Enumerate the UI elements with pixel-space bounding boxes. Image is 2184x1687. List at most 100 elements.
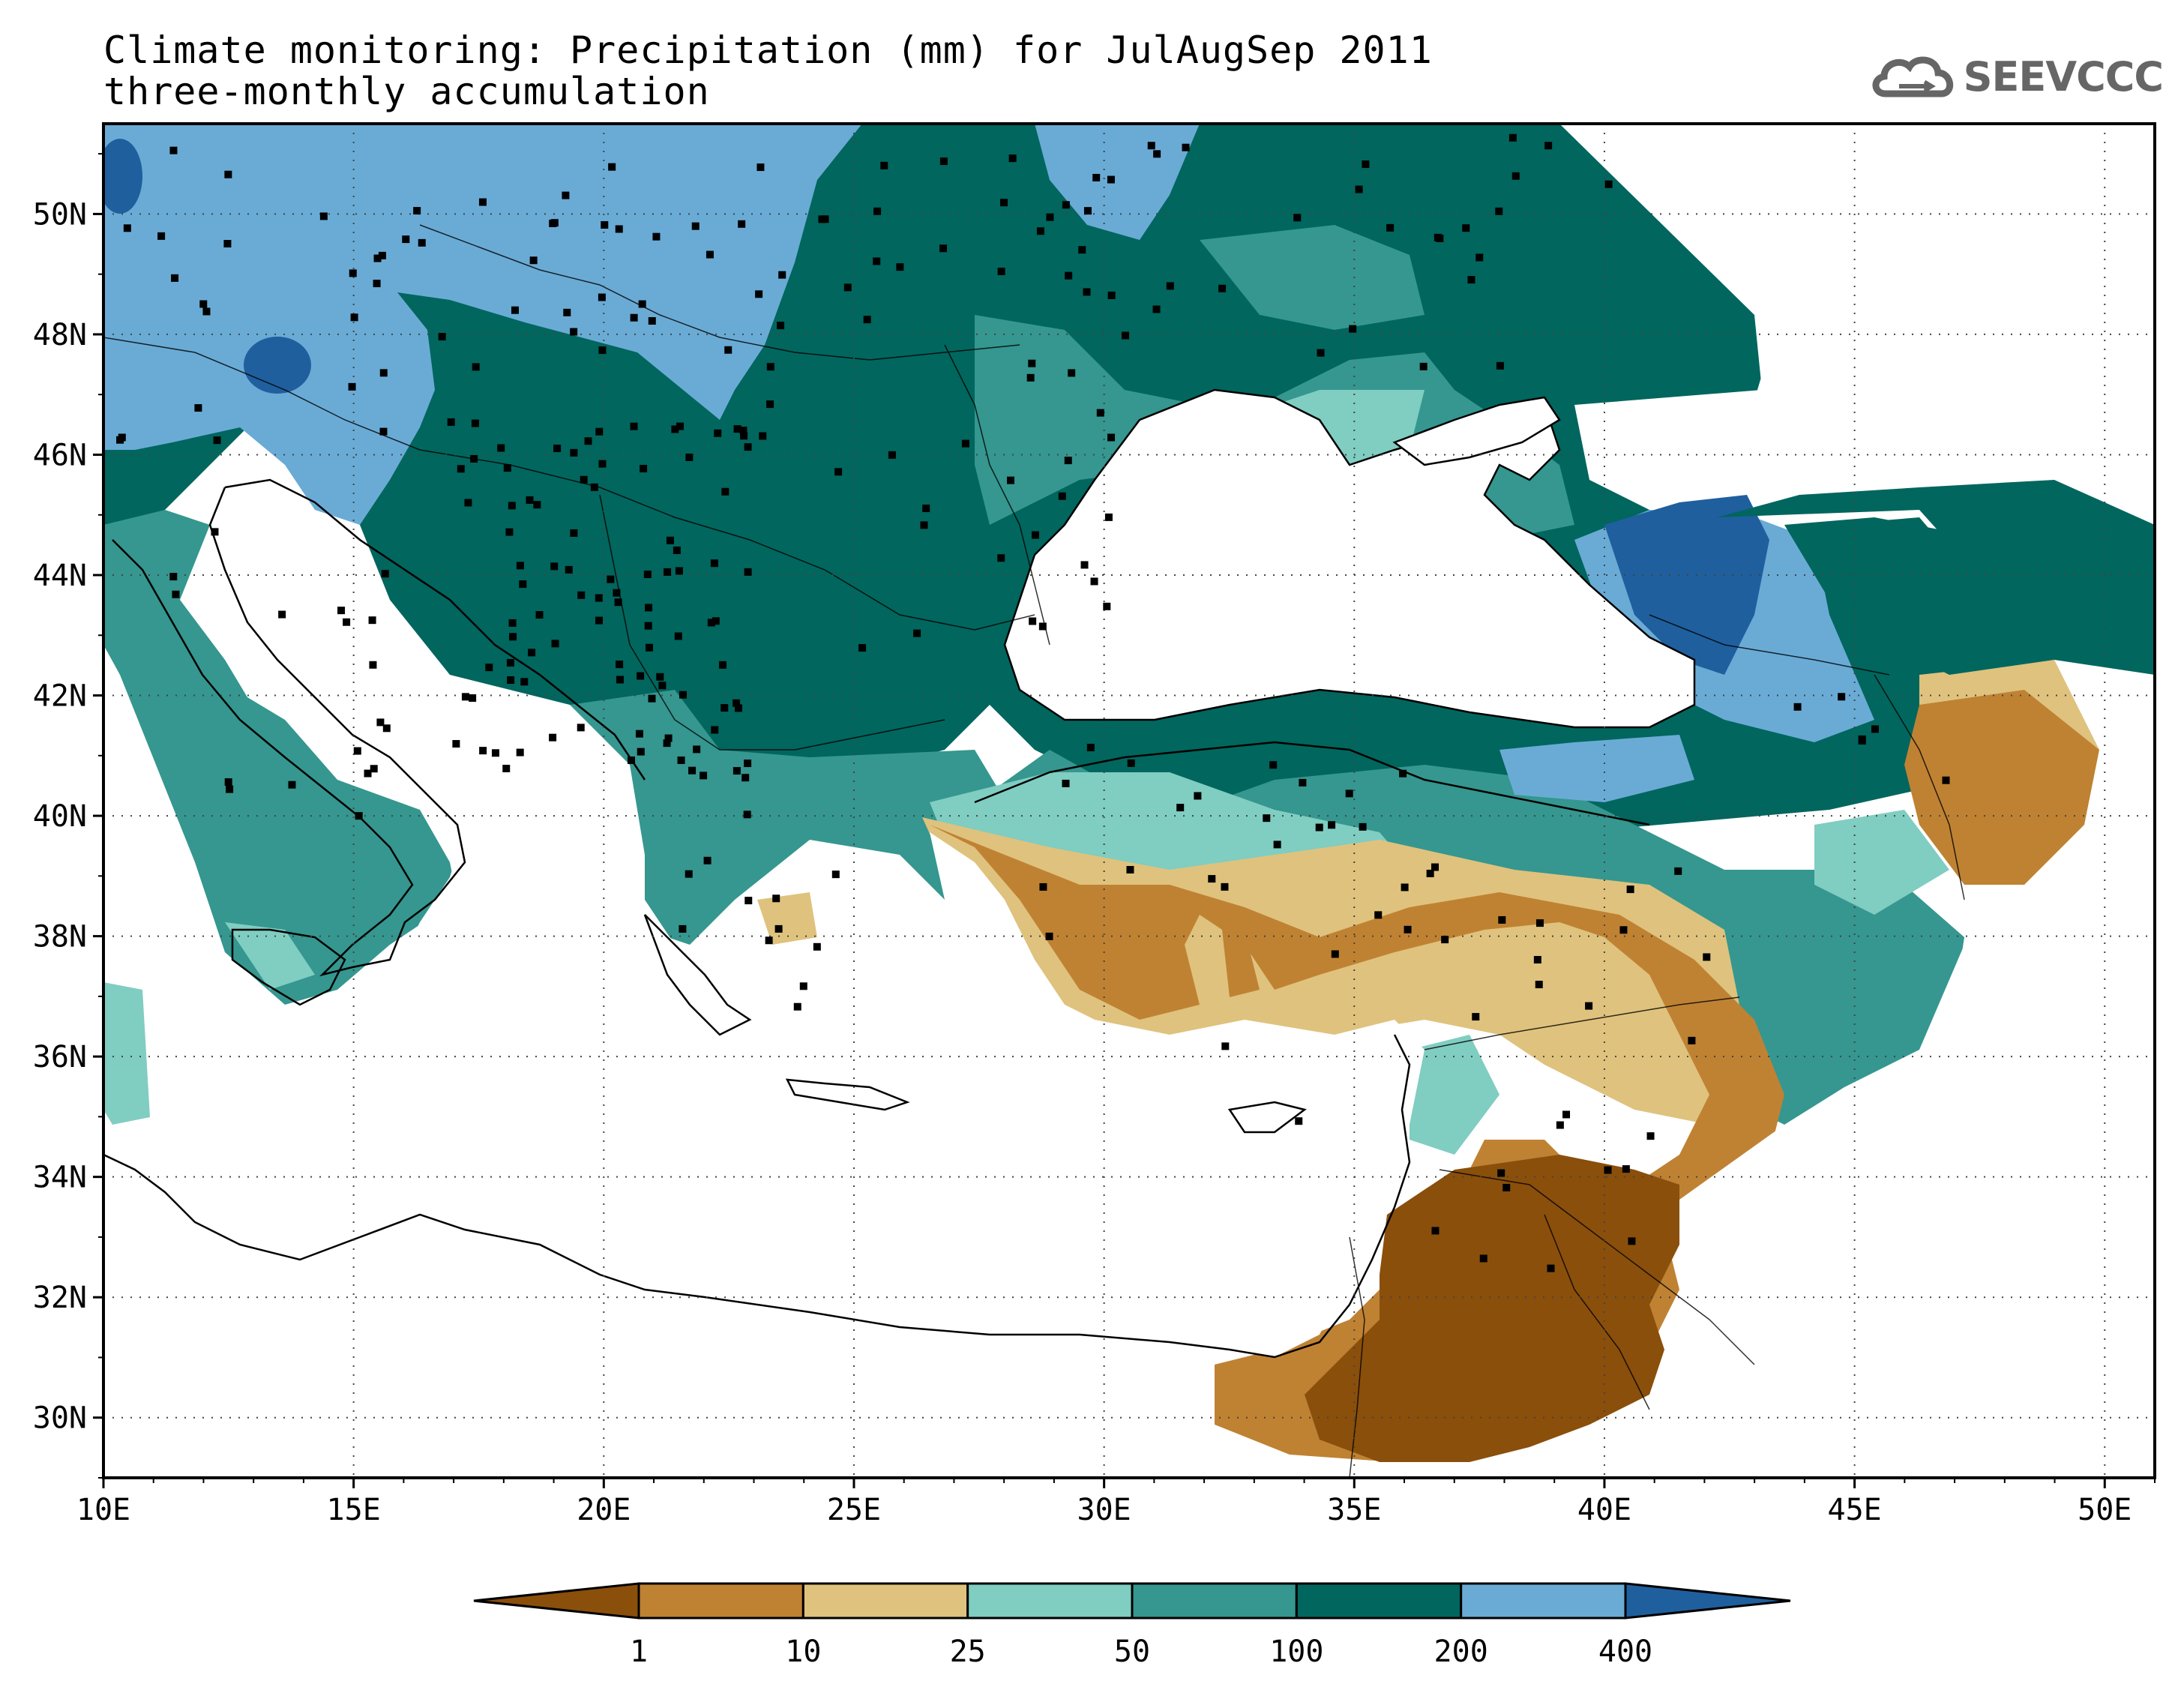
station-marker [595,616,603,625]
station-marker [920,521,928,529]
station-marker [118,433,126,442]
station-marker [1703,953,1711,961]
station-marker [939,244,948,253]
country-borders [103,224,1965,1478]
station-marker [706,250,714,259]
station-marker [1626,885,1634,894]
station-marker [608,163,616,171]
station-marker [637,748,645,756]
station-marker [1467,276,1475,284]
station-marker [679,924,687,933]
y-tick-label: 40N [33,799,87,834]
x-tick-label: 25E [827,1493,881,1527]
station-marker [1838,693,1846,701]
station-marker [1535,919,1544,927]
station-marker [199,300,208,308]
station-marker [744,760,752,768]
station-marker [679,691,687,699]
station-marker [663,739,671,748]
station-marker [1273,841,1281,849]
east-region [1679,124,2155,1478]
x-tick-label: 15E [327,1493,381,1527]
band-below-1-arabia [1305,1155,1679,1462]
station-marker [1331,950,1339,958]
station-marker [369,661,377,669]
station-marker [1317,349,1325,357]
station-marker [565,565,573,574]
station-marker [1619,926,1628,934]
station-marker [1315,823,1323,832]
station-marker [1399,769,1407,778]
station-marker [739,427,747,435]
sea-of-azov [1392,396,1561,466]
station-marker [640,464,648,472]
station-marker [732,699,741,707]
station-marker [1674,867,1682,875]
station-marker [1431,1227,1440,1235]
station-marker [1498,915,1506,924]
station-marker [224,778,232,787]
station-marker [1328,821,1336,829]
station-marker [471,419,479,427]
map-grid [103,124,2155,1478]
station-marker [370,765,378,773]
station-marker [1126,865,1134,873]
station-marker [485,664,493,672]
station-marker [1000,199,1008,207]
station-marker [529,256,538,265]
legend-box [637,1582,804,1620]
station-marker [755,290,763,298]
y-tick-label: 36N [33,1040,87,1074]
station-marker [831,870,840,879]
station-marker [1221,882,1229,891]
station-marker [224,170,232,178]
station-marker [1068,369,1076,377]
station-marker [550,219,559,227]
station-marker [997,268,1005,276]
station-marker [562,191,570,199]
band-100-200-caucasus [1784,517,2054,675]
station-marker [516,562,524,570]
station-marker [922,505,930,513]
station-marker [353,747,361,755]
station-marker [1688,1036,1696,1044]
station-marker [171,274,179,282]
station-marker [778,271,786,279]
band-10-25-greece [757,892,817,945]
station-marker [939,157,948,166]
station-marker [577,724,585,732]
station-marker [533,501,541,509]
station-marker [1299,778,1307,787]
station-marker [1562,1110,1571,1119]
station-marker [961,439,969,448]
station-marker [506,658,514,667]
station-marker [703,856,712,864]
station-marker [664,568,672,576]
station-marker [1182,143,1190,151]
station-marker [497,444,505,452]
station-marker [1028,359,1036,367]
station-marker [675,567,683,575]
station-marker [1107,433,1116,442]
station-marker [607,575,615,583]
station-marker [526,496,534,504]
station-marker [368,616,376,625]
band-25-50-levant [1410,1035,1499,1155]
station-marker [549,733,557,742]
band-25-50-sicily [225,922,315,990]
station-marker [677,756,685,764]
x-tick-label: 40E [1577,1493,1631,1527]
station-marker [1419,362,1428,370]
legend-label: 50 [1114,1635,1150,1669]
station-marker [1556,1121,1564,1129]
station-marker [461,693,469,701]
station-marker [169,573,178,581]
logo-text: SEEVCCC [1963,52,2164,100]
band-200-400-turkey-coast [1499,735,1694,802]
station-marker [1090,577,1098,586]
station-marker [508,502,516,510]
station-marker [1535,981,1543,989]
station-marker [674,632,682,640]
station-marker [744,897,753,905]
station-marker [688,766,697,775]
